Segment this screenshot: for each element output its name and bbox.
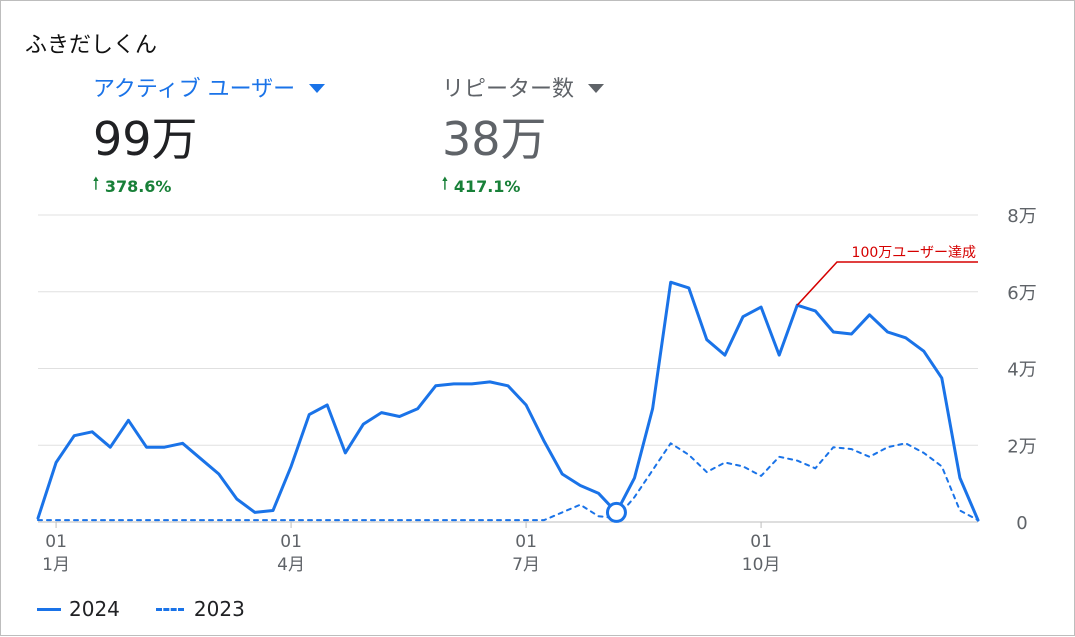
annotation-label: 100万ユーザー達成 (852, 245, 976, 261)
arrow-up-icon: 🠑 (442, 174, 448, 193)
metric-repeaters-change-text: 417.1% (453, 177, 521, 196)
legend-label-2024: 2024 (69, 597, 120, 621)
chart-legend: 2024 2023 (37, 597, 281, 621)
metric-active-users-change-text: 378.6% (104, 177, 172, 196)
metric-repeaters-change: 🠑 417.1% (442, 173, 604, 200)
arrow-up-icon: 🠑 (93, 174, 99, 193)
x-tick-month-label: 7月 (512, 555, 540, 575)
caret-down-icon[interactable] (309, 84, 326, 93)
y-tick-label: 8万 (1007, 206, 1036, 227)
metric-active-users[interactable]: アクティブ ユーザー 99万 🠑 378.6% (93, 71, 326, 200)
series-line-2023 (37, 442, 979, 522)
metric-active-users-change: 🠑 378.6% (93, 173, 325, 200)
annotation-leader-line (796, 261, 978, 306)
metric-active-users-label-text: アクティブ ユーザー (93, 77, 296, 102)
legend-item-2023[interactable]: 2023 (155, 597, 245, 621)
x-tick-day-label: 01 (515, 532, 537, 552)
y-tick-label: 6万 (1007, 283, 1036, 304)
metric-repeaters-value: 38万 (442, 112, 547, 166)
x-tick-month-label: 10月 (742, 555, 781, 575)
y-tick-label: 0 (1016, 513, 1027, 534)
highlight-point-marker (605, 501, 627, 523)
x-tick-month-label: 4月 (277, 555, 305, 575)
metric-active-users-label[interactable]: アクティブ ユーザー (93, 71, 326, 103)
caret-down-icon[interactable] (588, 84, 605, 93)
x-tick-day-label: 01 (750, 532, 772, 552)
x-tick-day-label: 01 (45, 532, 67, 552)
y-tick-label: 2万 (1007, 436, 1036, 457)
legend-swatch-solid (37, 607, 61, 611)
legend-item-2024[interactable]: 2024 (37, 597, 120, 621)
metric-active-users-value: 99万 (93, 112, 198, 166)
legend-label-2023: 2023 (193, 597, 245, 621)
app-title: ふきだしくん (25, 33, 158, 58)
metric-repeaters-label-text: リピーター数 (442, 77, 575, 102)
metric-repeaters[interactable]: リピーター数 38万 🠑 417.1% (442, 71, 605, 200)
legend-swatch-dashed (155, 607, 184, 611)
series-line-2024 (36, 280, 980, 522)
x-tick-day-label: 01 (280, 532, 302, 552)
x-tick-month-label: 1月 (42, 555, 70, 575)
metric-repeaters-label[interactable]: リピーター数 (442, 71, 605, 103)
y-tick-label: 4万 (1007, 360, 1036, 381)
